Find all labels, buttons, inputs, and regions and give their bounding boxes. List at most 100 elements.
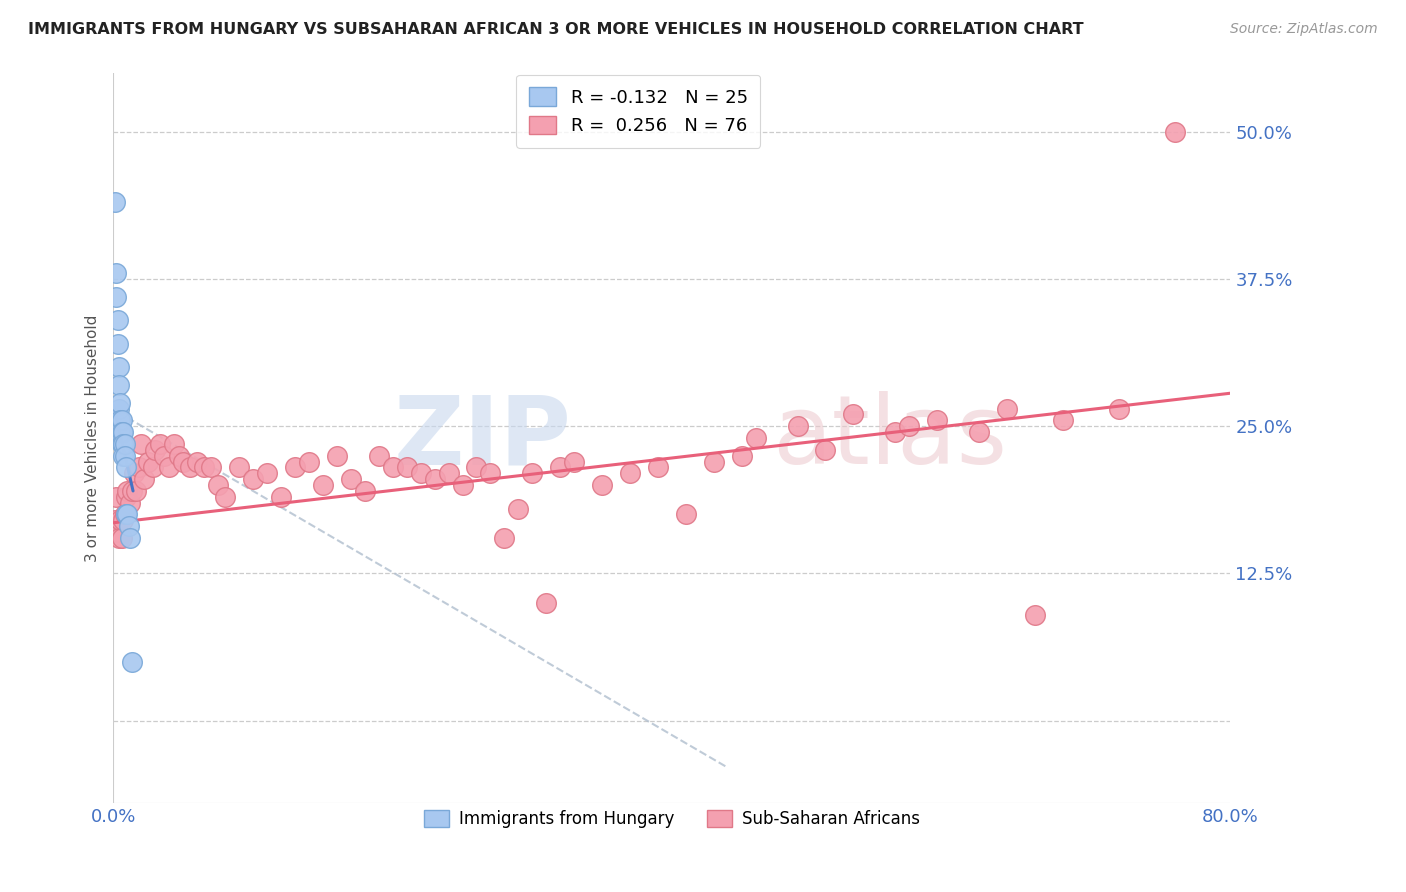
Point xyxy=(1163,125,1185,139)
Point xyxy=(548,460,571,475)
Point xyxy=(1108,401,1130,416)
Point xyxy=(104,195,127,210)
Point xyxy=(619,467,641,481)
Point xyxy=(148,437,170,451)
Point xyxy=(108,378,131,392)
Point xyxy=(179,460,201,475)
Point xyxy=(193,460,215,475)
Point xyxy=(110,425,132,439)
Point xyxy=(138,454,160,468)
Point xyxy=(112,513,135,527)
Point xyxy=(508,501,530,516)
Point xyxy=(353,483,375,498)
Point xyxy=(125,483,148,498)
Point xyxy=(437,467,460,481)
Point xyxy=(108,401,131,416)
Point xyxy=(270,490,292,504)
Point xyxy=(172,454,194,468)
Point xyxy=(214,490,236,504)
Point xyxy=(744,431,766,445)
Point xyxy=(423,472,446,486)
Point xyxy=(157,460,180,475)
Point xyxy=(115,490,138,504)
Point xyxy=(131,437,153,451)
Point xyxy=(104,513,127,527)
Point xyxy=(112,425,135,439)
Point xyxy=(967,425,990,439)
Point xyxy=(115,460,138,475)
Point xyxy=(536,596,558,610)
Point xyxy=(395,460,418,475)
Point xyxy=(162,437,184,451)
Point xyxy=(842,408,865,422)
Point xyxy=(647,460,669,475)
Point xyxy=(381,460,404,475)
Point xyxy=(114,449,136,463)
Point xyxy=(167,449,190,463)
Point xyxy=(111,437,134,451)
Point xyxy=(786,419,808,434)
Point xyxy=(114,508,136,522)
Point xyxy=(108,360,131,375)
Point xyxy=(312,478,335,492)
Point xyxy=(128,460,150,475)
Point xyxy=(242,472,264,486)
Point xyxy=(118,519,141,533)
Point xyxy=(120,496,142,510)
Y-axis label: 3 or more Vehicles in Household: 3 or more Vehicles in Household xyxy=(86,314,100,562)
Point xyxy=(112,437,135,451)
Point xyxy=(105,490,128,504)
Legend: Immigrants from Hungary, Sub-Saharan Africans: Immigrants from Hungary, Sub-Saharan Afr… xyxy=(418,804,927,835)
Point xyxy=(107,336,129,351)
Point xyxy=(228,460,250,475)
Point xyxy=(111,413,134,427)
Point xyxy=(1024,607,1046,622)
Point xyxy=(107,525,129,540)
Point xyxy=(120,531,142,545)
Point xyxy=(111,425,134,439)
Point xyxy=(326,449,349,463)
Point xyxy=(111,531,134,545)
Point xyxy=(107,313,129,327)
Point xyxy=(121,655,143,669)
Point xyxy=(814,442,837,457)
Point xyxy=(117,483,139,498)
Point xyxy=(110,513,132,527)
Point xyxy=(134,472,156,486)
Point xyxy=(145,442,167,457)
Point xyxy=(898,419,921,434)
Point xyxy=(884,425,907,439)
Point xyxy=(479,467,502,481)
Point xyxy=(522,467,544,481)
Point xyxy=(591,478,613,492)
Point xyxy=(121,483,143,498)
Point xyxy=(186,454,208,468)
Text: atlas: atlas xyxy=(772,392,1008,484)
Point xyxy=(112,449,135,463)
Point xyxy=(117,508,139,522)
Point xyxy=(207,478,229,492)
Text: IMMIGRANTS FROM HUNGARY VS SUBSAHARAN AFRICAN 3 OR MORE VEHICLES IN HOUSEHOLD CO: IMMIGRANTS FROM HUNGARY VS SUBSAHARAN AF… xyxy=(28,22,1084,37)
Point xyxy=(675,508,697,522)
Point xyxy=(110,413,132,427)
Point xyxy=(200,460,222,475)
Point xyxy=(105,266,128,280)
Point xyxy=(1052,413,1074,427)
Point xyxy=(731,449,754,463)
Point xyxy=(465,460,488,475)
Point xyxy=(703,454,725,468)
Point xyxy=(367,449,389,463)
Text: Source: ZipAtlas.com: Source: ZipAtlas.com xyxy=(1230,22,1378,37)
Point xyxy=(124,467,146,481)
Point xyxy=(110,395,132,409)
Point xyxy=(115,508,138,522)
Text: ZIP: ZIP xyxy=(394,392,571,484)
Point xyxy=(298,454,321,468)
Point xyxy=(284,460,307,475)
Point xyxy=(451,478,474,492)
Point xyxy=(562,454,585,468)
Point xyxy=(114,437,136,451)
Point xyxy=(995,401,1018,416)
Point xyxy=(340,472,363,486)
Point xyxy=(152,449,174,463)
